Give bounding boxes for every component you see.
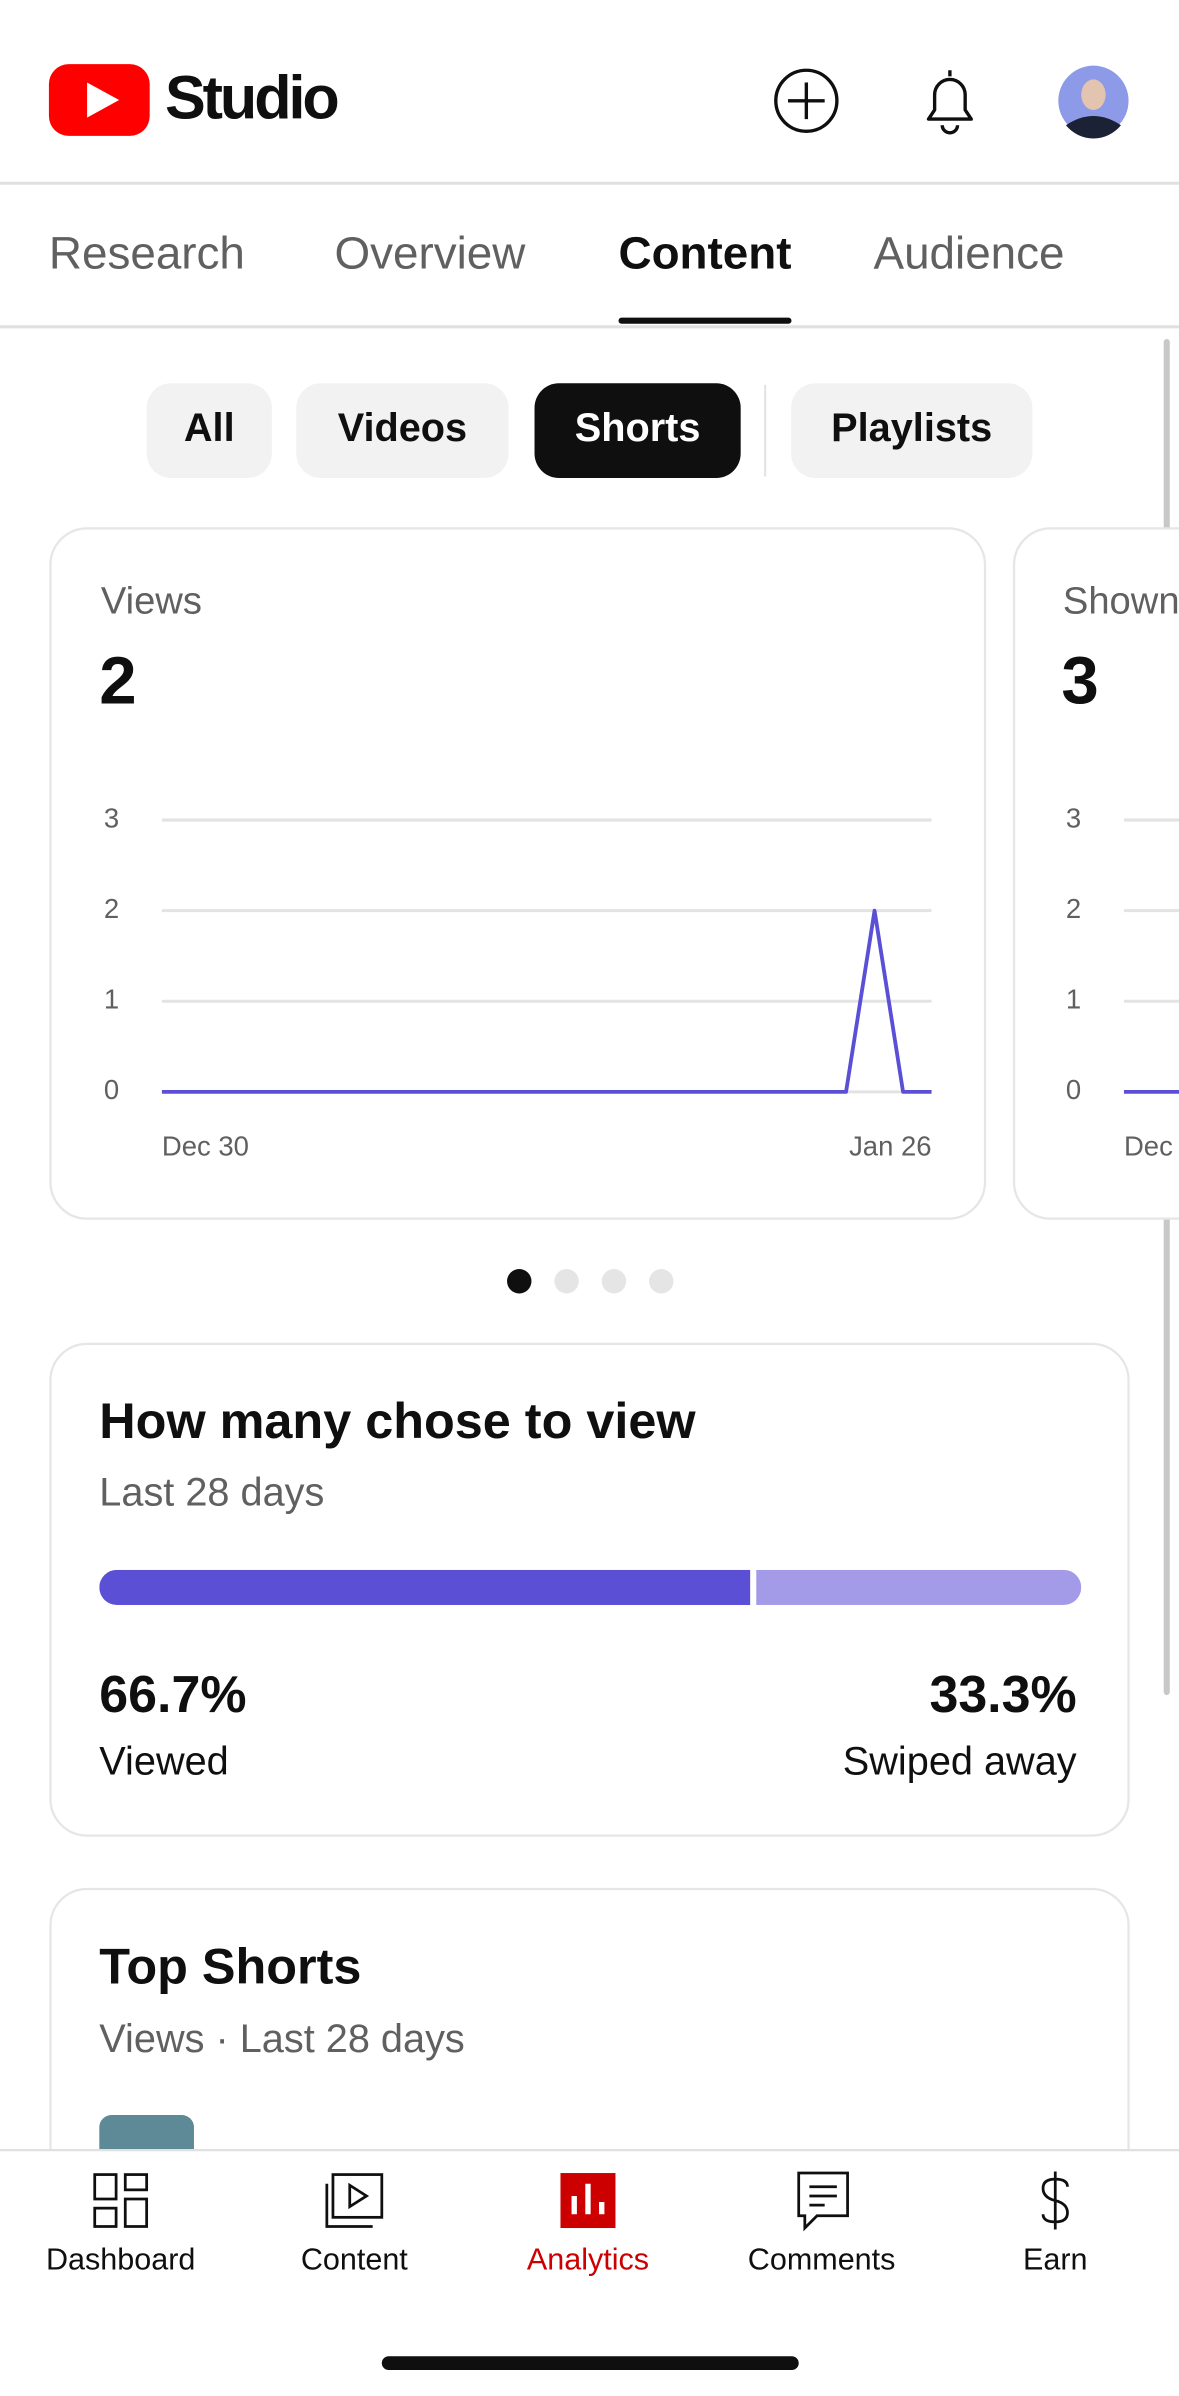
y-tick-label: 3 (104, 802, 119, 833)
y-tick-label: 3 (1066, 802, 1081, 833)
avatar-face (1081, 79, 1106, 110)
analytics-icon (560, 2173, 616, 2229)
bell-clapper (940, 125, 960, 135)
pager-dot[interactable] (554, 1269, 579, 1294)
nav-label[interactable]: Dashboard (46, 2243, 195, 2277)
home-indicator (381, 2356, 799, 2371)
chart-total: 3 (1061, 643, 1098, 718)
choice-subtitle: Last 28 days (99, 1471, 324, 1515)
pager-dot[interactable] (507, 1269, 532, 1294)
logo-play (87, 82, 120, 118)
y-tick-label: 0 (1066, 1074, 1081, 1105)
nav-icons (93, 2171, 1069, 2232)
avatar-body (1065, 116, 1121, 139)
filter-label[interactable]: Videos (338, 406, 467, 450)
charts: Views 2 0 1 2 3 Dec 30 Jan 26 Shown 3 0 1 2 3 Dec (99, 579, 1179, 1162)
nav-labels: Dashboard Content Analytics Comments Earn (46, 2243, 1088, 2277)
create-button[interactable] (774, 68, 839, 134)
y-tick-label: 2 (104, 893, 119, 924)
tab-underline (618, 317, 792, 324)
chart-total: 2 (99, 643, 136, 718)
choice-value: 66.7% (99, 1666, 246, 1724)
y-tick-label: 2 (1066, 893, 1081, 924)
bell-icon (926, 77, 973, 121)
notifications-button[interactable] (926, 70, 973, 135)
earn-icon (1041, 2171, 1069, 2230)
filter-chip[interactable] (534, 383, 741, 478)
brand: Studio (165, 63, 337, 131)
x-tick-label: Dec 30 (162, 1131, 249, 1162)
pager-dot[interactable] (601, 1269, 627, 1294)
tab[interactable]: Overview (334, 228, 526, 279)
tabs: Research Overview Content Audience (49, 228, 1065, 324)
choice-label: Swiped away (843, 1739, 1077, 1783)
y-tick-label: 1 (104, 984, 119, 1015)
tab[interactable]: Content (619, 228, 792, 279)
x-tick-label: Dec (1124, 1131, 1173, 1162)
y-tick-label: 1 (1066, 984, 1081, 1015)
filter-label[interactable]: Shorts (575, 406, 701, 450)
filter-chip[interactable] (146, 383, 272, 478)
pager-dot[interactable] (649, 1269, 674, 1294)
logo[interactable]: Studio (48, 63, 340, 136)
choice-value: 33.3% (929, 1666, 1076, 1724)
nav-label[interactable]: Comments (748, 2243, 896, 2277)
content-icon (325, 2173, 384, 2228)
x-tick-label: Jan 26 (849, 1131, 931, 1162)
chart-title: Views (101, 579, 202, 622)
chart-card[interactable] (1012, 527, 1179, 1220)
series-line (161, 908, 932, 1094)
pager-dots (507, 1269, 674, 1294)
dashboard-icon (93, 2173, 149, 2228)
choice-title: How many chose to view (99, 1392, 696, 1449)
choice-label: Viewed (99, 1739, 228, 1783)
create-plus (788, 82, 825, 120)
nav-label[interactable]: Earn (1023, 2243, 1088, 2277)
comments-icon (797, 2171, 849, 2232)
filter-chip[interactable] (791, 383, 1033, 478)
avatar[interactable] (1058, 65, 1129, 139)
choice-segment (99, 1569, 751, 1605)
nav-label[interactable]: Analytics (527, 2243, 649, 2277)
top-shorts-subtitle: Views · Last 28 days (99, 2017, 464, 2061)
filters: All Videos Shorts Playlists (146, 383, 1033, 478)
tab[interactable]: Research (49, 228, 245, 279)
choice-segment (756, 1569, 1082, 1605)
chart-card[interactable] (49, 527, 987, 1220)
filter-chip[interactable] (296, 383, 509, 478)
y-tick-label: 0 (104, 1074, 119, 1105)
choice-bar (99, 1569, 1082, 1605)
chart-title: Shown (1063, 579, 1179, 622)
filter-label[interactable]: All (184, 406, 235, 450)
tab[interactable]: Audience (874, 228, 1065, 279)
nav-label[interactable]: Content (301, 2243, 408, 2277)
create-icon (774, 68, 839, 134)
filter-label[interactable]: Playlists (831, 406, 992, 450)
top-shorts-title: Top Shorts (99, 1937, 361, 1994)
